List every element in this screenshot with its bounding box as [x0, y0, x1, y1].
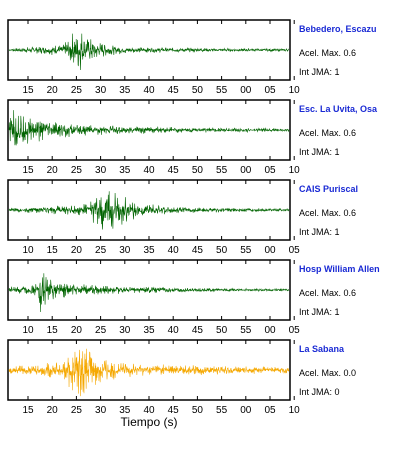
tick-label: 40: [168, 245, 180, 256]
tick-label: 40: [143, 165, 155, 176]
x-axis-title: Tiempo (s): [121, 415, 178, 429]
jma-intensity-label: Int JMA: 1: [299, 307, 340, 317]
tick-label: 35: [143, 245, 155, 256]
tick-label: 20: [47, 405, 59, 416]
panel-5: 15 20 25 30 35 40 45 50 55 00 05 10 La Sabana Acel. M…: [7, 339, 356, 416]
tick-label: 05: [264, 165, 276, 176]
tick-label: 25: [71, 405, 83, 416]
tick-label: 50: [216, 245, 228, 256]
tick-label: 30: [119, 325, 131, 336]
tick-label: 55: [216, 85, 228, 96]
tick-label: 10: [22, 325, 34, 336]
station-name: La Sabana: [299, 344, 345, 354]
waveform-trace: [8, 273, 290, 312]
tick-label: 15: [22, 165, 34, 176]
tick-label: 10: [289, 405, 301, 416]
tick-label: 55: [240, 325, 252, 336]
tick-label: 10: [22, 245, 34, 256]
tick-label: 30: [95, 165, 107, 176]
tick-label: 35: [119, 85, 131, 96]
panel-1: 15 20 25 30 35 40 45 50 55 00 05 10 Bebedero, Escazu…: [7, 19, 377, 96]
station-name: Esc. La Uvita, Osa: [299, 104, 378, 114]
tick-label: 45: [168, 85, 180, 96]
tick-label: 50: [192, 85, 204, 96]
tick-label: 35: [143, 325, 155, 336]
tick-label: 15: [47, 245, 59, 256]
tick-label: 55: [240, 245, 252, 256]
tick-label: 30: [95, 405, 107, 416]
tick-label: 10: [289, 165, 301, 176]
tick-label: 50: [192, 165, 204, 176]
tick-label: 40: [143, 85, 155, 96]
tick-label: 35: [119, 405, 131, 416]
tick-label: 55: [216, 165, 228, 176]
tick-label: 30: [95, 85, 107, 96]
panel-3: 10 15 20 25 30 35 40 45 50 55 00 05 CAIS Puriscal Ace…: [7, 179, 358, 256]
tick-label: 25: [71, 85, 83, 96]
tick-label: 45: [168, 165, 180, 176]
tick-label: 50: [192, 405, 204, 416]
acel-max-label: Acel. Max. 0.0: [299, 368, 356, 378]
tick-label: 20: [47, 85, 59, 96]
tick-label: 45: [192, 325, 204, 336]
tick-label: 25: [95, 325, 107, 336]
jma-intensity-label: Int JMA: 1: [299, 147, 340, 157]
waveform-trace: [8, 191, 290, 230]
tick-label: 00: [264, 325, 276, 336]
waveform-trace: [8, 110, 290, 146]
jma-intensity-label: Int JMA: 1: [299, 227, 340, 237]
station-name: CAIS Puriscal: [299, 184, 358, 194]
acel-max-label: Acel. Max. 0.6: [299, 288, 356, 298]
tick-label: 00: [240, 165, 252, 176]
tick-label: 40: [143, 405, 155, 416]
tick-label: 30: [119, 245, 131, 256]
tick-label: 05: [264, 85, 276, 96]
station-name: Hosp William Allen: [299, 264, 380, 274]
tick-label: 05: [264, 405, 276, 416]
tick-label: 10: [289, 85, 301, 96]
tick-label: 20: [47, 165, 59, 176]
tick-label: 00: [240, 85, 252, 96]
panel-4: 10 15 20 25 30 35 40 45 50 55 00 05 Hosp William All…: [7, 259, 380, 336]
acel-max-label: Acel. Max. 0.6: [299, 128, 356, 138]
station-name: Bebedero, Escazu: [299, 24, 377, 34]
tick-label: 15: [22, 85, 34, 96]
jma-intensity-label: Int JMA: 1: [299, 67, 340, 77]
tick-label: 40: [168, 325, 180, 336]
tick-label: 05: [289, 325, 301, 336]
tick-label: 15: [22, 405, 34, 416]
acel-max-label: Acel. Max. 0.6: [299, 48, 356, 58]
acel-max-label: Acel. Max. 0.6: [299, 208, 356, 218]
tick-label: 35: [119, 165, 131, 176]
tick-label: 45: [168, 405, 180, 416]
tick-label: 55: [216, 405, 228, 416]
waveform-trace: [8, 33, 290, 71]
jma-intensity-label: Int JMA: 0: [299, 387, 340, 397]
tick-label: 05: [289, 245, 301, 256]
tick-label: 15: [47, 325, 59, 336]
panel-2: 15 20 25 30 35 40 45 50 55 00 05 10 Esc. La Uvita, O…: [7, 99, 378, 176]
tick-label: 25: [95, 245, 107, 256]
tick-label: 20: [71, 245, 83, 256]
tick-label: 50: [216, 325, 228, 336]
tick-label: 25: [71, 165, 83, 176]
tick-label: 00: [240, 405, 252, 416]
tick-label: 45: [192, 245, 204, 256]
waveform-trace: [8, 348, 290, 397]
tick-label: 20: [71, 325, 83, 336]
tick-label: 00: [264, 245, 276, 256]
